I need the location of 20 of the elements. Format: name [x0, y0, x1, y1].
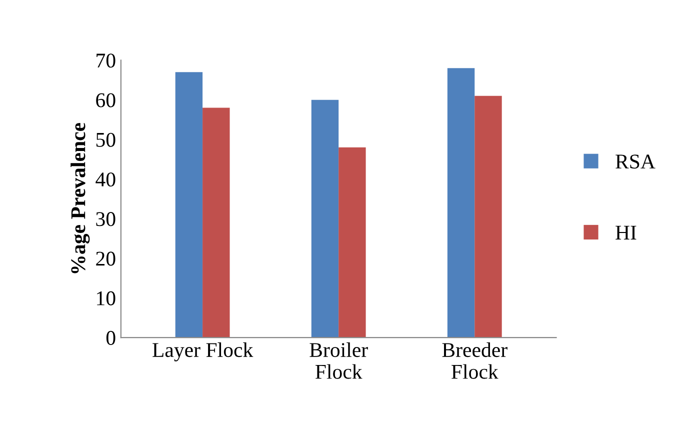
y-tick-label: 70	[96, 54, 116, 68]
y-tick-label: 50	[96, 132, 116, 147]
y-tick-label: 60	[96, 93, 116, 108]
legend-label: HI	[616, 226, 636, 240]
bar	[447, 68, 475, 338]
bar	[175, 72, 203, 338]
y-tick-label: 0	[106, 330, 116, 345]
y-tick-label: 40	[96, 172, 116, 186]
x-tick-label: Broiler Flock	[310, 342, 368, 379]
y-tick-label: 20	[96, 252, 116, 266]
bar	[202, 108, 230, 338]
bar	[338, 147, 366, 338]
y-tick-label: 10	[97, 291, 116, 306]
bar	[311, 100, 339, 338]
x-tick-label: Breeder Flock	[442, 342, 508, 379]
y-axis-title: %age Prevalence	[70, 122, 90, 274]
bar	[474, 96, 502, 338]
legend-label: RSA	[616, 154, 656, 169]
y-tick-label: 30	[96, 212, 116, 226]
x-tick-label: Layer Flock	[152, 342, 254, 362]
